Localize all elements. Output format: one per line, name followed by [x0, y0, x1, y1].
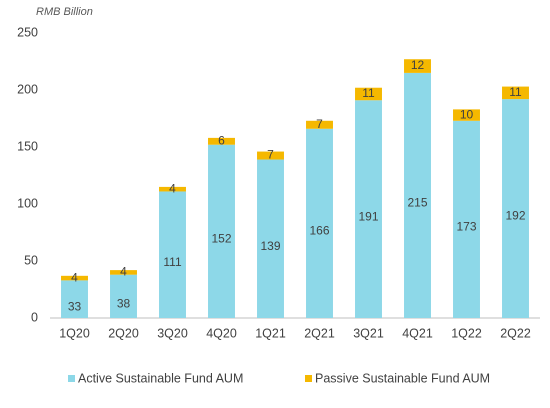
- x-tick-label: 2Q21: [304, 326, 335, 340]
- x-tick-label: 2Q20: [108, 326, 139, 340]
- bar-segment: [355, 100, 382, 318]
- bar-segment: [208, 144, 235, 318]
- x-tick-label: 1Q22: [451, 326, 482, 340]
- data-label: 12: [411, 58, 425, 72]
- legend-label: Active Sustainable Fund AUM: [78, 371, 243, 385]
- bar-segment: [453, 109, 480, 121]
- data-label: 11: [509, 85, 522, 99]
- x-tick-label: 1Q20: [59, 326, 90, 340]
- data-label: 7: [267, 148, 274, 162]
- y-tick-label: 100: [17, 196, 38, 210]
- bar-segment: [306, 120, 333, 129]
- bar-segment: [453, 120, 480, 318]
- bar-segment: [257, 151, 284, 160]
- y-tick-label: 200: [17, 82, 38, 96]
- bar-segment: [110, 270, 137, 275]
- data-label: 166: [309, 224, 329, 238]
- legend-label: Passive Sustainable Fund AUM: [315, 371, 490, 385]
- x-tick-label: 4Q21: [402, 326, 433, 340]
- data-label: 215: [407, 196, 427, 210]
- y-tick-label: 0: [31, 310, 38, 324]
- bar-segment: [404, 59, 431, 73]
- x-tick-label: 2Q22: [500, 326, 531, 340]
- bar-segment: [355, 87, 382, 101]
- bar-segment: [257, 159, 284, 318]
- bar-segment: [61, 275, 88, 281]
- data-label: 7: [316, 117, 323, 131]
- bar-segment: [159, 191, 186, 318]
- legend-swatch: [305, 375, 312, 382]
- x-tick-label: 4Q20: [206, 326, 237, 340]
- legend-swatch: [68, 375, 75, 382]
- axis-unit-label: RMB Billion: [36, 6, 93, 18]
- bar-segment: [306, 128, 333, 318]
- data-label: 152: [211, 232, 231, 246]
- data-label: 11: [362, 86, 375, 100]
- data-label: 6: [218, 133, 225, 147]
- bar-segment: [110, 274, 137, 318]
- data-label: 10: [460, 107, 474, 121]
- data-label: 33: [68, 299, 82, 313]
- y-tick-label: 150: [17, 139, 38, 153]
- data-label: 173: [456, 220, 476, 234]
- bar-segment: [61, 280, 88, 318]
- data-label: 192: [505, 209, 525, 223]
- y-tick-label: 250: [17, 25, 38, 39]
- data-label: 4: [120, 265, 127, 279]
- data-label: 4: [169, 181, 176, 195]
- bar-segment: [502, 86, 529, 100]
- bar-segment: [208, 137, 235, 145]
- data-label: 4: [71, 270, 78, 284]
- x-tick-label: 3Q21: [353, 326, 384, 340]
- data-label: 139: [260, 239, 280, 253]
- bar-segment: [502, 99, 529, 319]
- y-tick-label: 50: [24, 253, 38, 267]
- x-tick-label: 1Q21: [255, 326, 286, 340]
- data-label: 38: [117, 297, 131, 311]
- bar-segment: [404, 72, 431, 319]
- data-label: 191: [358, 209, 378, 223]
- data-label: 111: [163, 255, 182, 269]
- bar-segment: [159, 186, 186, 192]
- x-tick-label: 3Q20: [157, 326, 188, 340]
